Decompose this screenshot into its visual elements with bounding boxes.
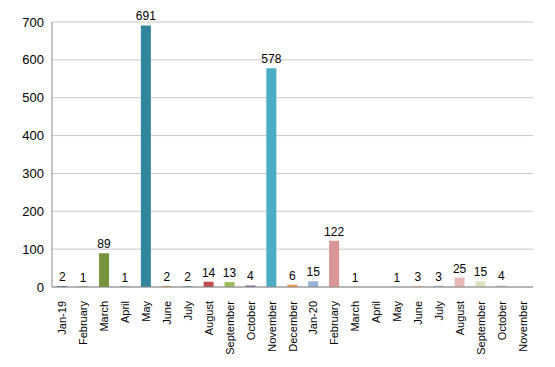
svg-text:February: February [77, 301, 89, 346]
svg-text:400: 400 [22, 128, 44, 143]
svg-text:15: 15 [307, 265, 321, 279]
svg-text:4: 4 [247, 269, 254, 283]
svg-text:October: October [496, 301, 508, 340]
svg-text:1: 1 [80, 271, 87, 285]
svg-text:April: April [119, 301, 131, 323]
svg-text:1: 1 [352, 271, 359, 285]
svg-text:2: 2 [184, 270, 191, 284]
svg-text:November: November [517, 301, 529, 352]
svg-text:November: November [266, 301, 278, 352]
svg-text:1: 1 [393, 271, 400, 285]
svg-text:December: December [287, 301, 299, 352]
svg-text:Jan-20: Jan-20 [307, 301, 319, 335]
svg-text:August: August [203, 301, 215, 335]
svg-text:June: June [161, 301, 173, 325]
svg-text:700: 700 [22, 15, 44, 30]
svg-text:0: 0 [37, 280, 44, 295]
svg-text:October: October [245, 301, 257, 340]
svg-text:April: April [370, 301, 382, 323]
svg-text:100: 100 [22, 242, 44, 257]
svg-text:July: July [433, 301, 445, 321]
svg-text:600: 600 [22, 52, 44, 67]
svg-text:25: 25 [453, 262, 467, 276]
svg-text:14: 14 [202, 266, 216, 280]
svg-text:89: 89 [97, 237, 111, 251]
svg-text:May: May [391, 301, 403, 322]
svg-text:2: 2 [59, 270, 66, 284]
svg-text:6: 6 [289, 269, 296, 283]
svg-text:578: 578 [261, 52, 281, 66]
svg-text:June: June [412, 301, 424, 325]
svg-text:15: 15 [474, 265, 488, 279]
svg-text:February: February [328, 301, 340, 346]
svg-text:122: 122 [324, 225, 344, 239]
svg-text:691: 691 [136, 9, 156, 23]
svg-text:200: 200 [22, 204, 44, 219]
svg-text:1: 1 [122, 271, 129, 285]
svg-text:3: 3 [414, 270, 421, 284]
svg-text:2: 2 [163, 270, 170, 284]
svg-text:May: May [140, 301, 152, 322]
svg-text:March: March [349, 301, 361, 332]
svg-text:September: September [475, 301, 487, 355]
svg-text:4: 4 [498, 269, 505, 283]
svg-text:September: September [224, 301, 236, 355]
svg-text:3: 3 [435, 270, 442, 284]
svg-text:August: August [454, 301, 466, 335]
svg-text:March: March [98, 301, 110, 332]
svg-text:300: 300 [22, 166, 44, 181]
svg-text:July: July [182, 301, 194, 321]
svg-text:13: 13 [223, 266, 237, 280]
svg-text:500: 500 [22, 90, 44, 105]
svg-text:Jan-19: Jan-19 [56, 301, 68, 335]
